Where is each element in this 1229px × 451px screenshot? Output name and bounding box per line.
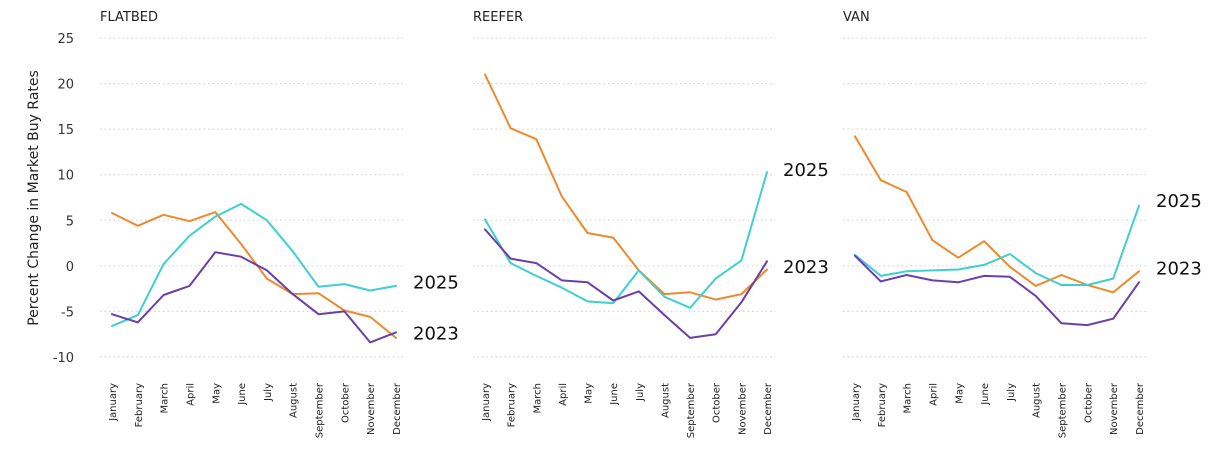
x-tick-label: November bbox=[1109, 382, 1120, 435]
y-tick-label: 20 bbox=[57, 78, 74, 93]
x-tick-label: June bbox=[980, 383, 991, 406]
series-line-teal bbox=[111, 202, 397, 327]
x-tick-label: November bbox=[737, 382, 748, 435]
y-tick-label: -10 bbox=[53, 351, 74, 366]
y-tick-label: 5 bbox=[66, 214, 74, 229]
panel-title-flatbed: FLATBED bbox=[100, 10, 158, 25]
x-tick-label: November bbox=[366, 382, 377, 435]
x-tick-label: February bbox=[877, 383, 888, 427]
x-tick-label: October bbox=[1083, 382, 1094, 423]
x-tick-label: January bbox=[851, 383, 862, 422]
year-annotation: 2023 bbox=[783, 257, 829, 278]
x-tick-label: August bbox=[289, 383, 300, 418]
x-tick-label: January bbox=[481, 383, 492, 422]
year-annotation: 2023 bbox=[1156, 259, 1202, 280]
y-axis-label: Percent Change in Market Buy Rates bbox=[26, 70, 42, 326]
panel-title-reefer: REEFER bbox=[473, 10, 523, 25]
x-tick-label: May bbox=[211, 383, 222, 404]
x-tick-label: April bbox=[928, 383, 939, 406]
x-tick-label: June bbox=[609, 383, 620, 406]
x-tick-label: July bbox=[263, 383, 274, 402]
x-tick-label: September bbox=[686, 382, 697, 438]
x-tick-label: March bbox=[903, 383, 914, 413]
panel-title-van: VAN bbox=[843, 10, 870, 25]
x-tick-label: October bbox=[340, 382, 351, 423]
y-tick-label: -5 bbox=[61, 305, 74, 320]
series-line-purple bbox=[111, 251, 397, 344]
x-tick-label: May bbox=[954, 383, 965, 404]
x-tick-label: December bbox=[392, 382, 403, 435]
x-tick-label: March bbox=[160, 383, 171, 413]
year-annotation: 2025 bbox=[783, 160, 829, 181]
x-tick-label: December bbox=[763, 382, 774, 435]
series-line-orange bbox=[484, 73, 768, 301]
y-tick-label: 25 bbox=[57, 32, 74, 47]
y-tick-label: 15 bbox=[57, 123, 74, 138]
x-tick-label: July bbox=[1006, 383, 1017, 402]
panel-van: VAN January February March April May June July A… bbox=[843, 10, 1202, 438]
x-tick-label: April bbox=[558, 383, 569, 406]
x-tick-label: February bbox=[507, 383, 518, 427]
series-line-purple bbox=[854, 254, 1140, 327]
year-annotation: 2025 bbox=[413, 272, 459, 293]
x-tick-label: March bbox=[532, 383, 543, 413]
year-annotation: 2023 bbox=[413, 323, 459, 344]
x-tick-label: July bbox=[635, 383, 646, 402]
x-tick-label: December bbox=[1135, 382, 1146, 435]
series-line-orange bbox=[111, 211, 397, 339]
x-tick-label: September bbox=[315, 382, 326, 438]
series-line-teal bbox=[854, 204, 1140, 286]
x-tick-label: October bbox=[712, 382, 723, 423]
series-line-orange bbox=[854, 135, 1140, 294]
y-tick-label: 0 bbox=[66, 260, 74, 275]
x-tick-label: September bbox=[1058, 382, 1069, 438]
x-tick-label: August bbox=[660, 383, 671, 418]
series-line-teal bbox=[484, 171, 768, 309]
x-tick-label: February bbox=[134, 383, 145, 427]
x-tick-label: June bbox=[237, 383, 248, 406]
y-tick-label: 10 bbox=[57, 169, 74, 184]
panel-reefer: REEFER January February March April May June Ju… bbox=[473, 10, 829, 438]
x-tick-label: April bbox=[185, 383, 196, 406]
x-tick-label: January bbox=[108, 383, 119, 422]
year-annotation: 2025 bbox=[1156, 191, 1202, 212]
x-tick-label: May bbox=[584, 383, 595, 404]
series-line-purple bbox=[484, 228, 768, 339]
x-tick-label: August bbox=[1032, 383, 1043, 418]
